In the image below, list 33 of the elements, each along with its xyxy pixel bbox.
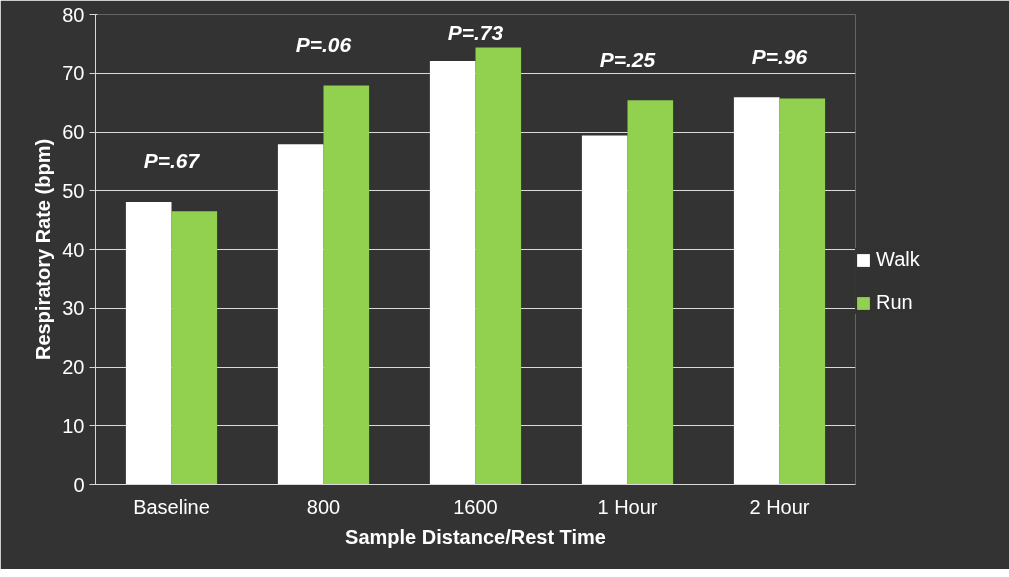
- bar: [323, 85, 370, 485]
- bar: [733, 97, 780, 485]
- y-tick-label: 40: [62, 238, 85, 261]
- x-tick-label: Baseline: [133, 495, 210, 518]
- y-tick-label: 80: [62, 3, 85, 26]
- y-tick-label: 0: [73, 473, 85, 496]
- y-tick-label: 70: [62, 62, 85, 85]
- y-tick-label: 50: [62, 179, 85, 202]
- annotation: P=.25: [599, 47, 656, 71]
- bar: [475, 47, 522, 485]
- annotation: P=.06: [295, 32, 352, 56]
- legend-label: Run: [876, 291, 913, 314]
- y-tick-label: 30: [62, 297, 85, 320]
- bar: [429, 60, 476, 485]
- x-tick-label: 2 Hour: [749, 495, 810, 518]
- annotation: P=.67: [143, 149, 201, 173]
- y-tick-label: 10: [62, 414, 85, 437]
- y-tick-label: 60: [62, 121, 85, 143]
- bar: [581, 135, 628, 485]
- bar: [277, 144, 324, 485]
- bar: [779, 98, 826, 485]
- annotation: P=.73: [447, 20, 504, 44]
- y-axis-title: Respiratory Rate (bpm): [32, 138, 55, 361]
- bar: [125, 201, 172, 485]
- x-tick-label: 800: [306, 495, 341, 518]
- bar: [627, 100, 674, 485]
- y-tick-label: 20: [62, 356, 85, 378]
- x-tick-label: 1 Hour: [597, 495, 658, 518]
- x-tick-label: 1600: [453, 495, 498, 518]
- x-axis-title: Sample Distance/Rest Time: [345, 525, 606, 548]
- bar: [171, 211, 218, 485]
- legend-label: Walk: [876, 248, 920, 271]
- annotation: P=.96: [751, 44, 808, 68]
